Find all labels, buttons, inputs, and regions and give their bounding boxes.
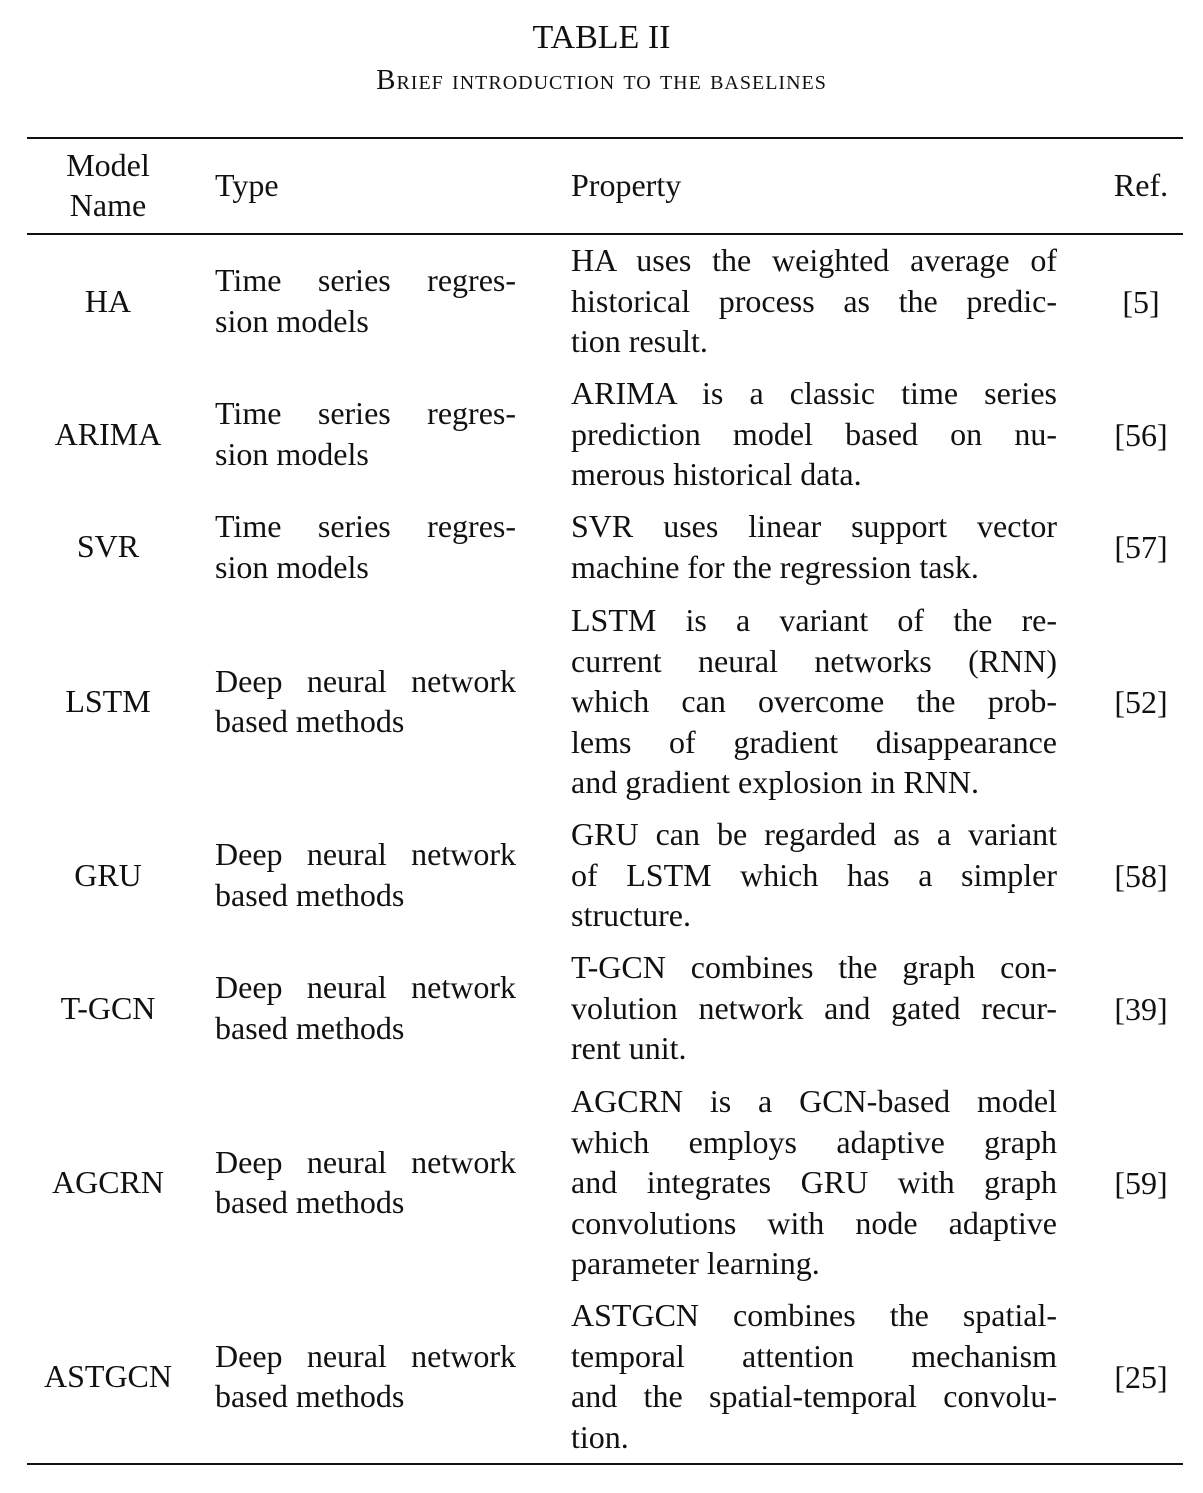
header-type: Type: [215, 167, 279, 203]
model-name-cell: ASTGCN: [43, 1357, 172, 1394]
header-model-name: Model Name: [27, 145, 189, 225]
property-cell: ASTGCN combines the spatial-temporal att…: [571, 1295, 1057, 1457]
property-line: lems of gradient disappearance: [571, 723, 1057, 760]
header-model-name-line1: Model: [66, 147, 150, 183]
ref-cell: [58]: [1114, 857, 1168, 894]
ref-cell: [52]: [1114, 684, 1168, 720]
model-name-cell: GRU: [74, 856, 142, 893]
property-line: tion result.: [571, 323, 708, 359]
bottom-rule: [27, 1463, 1183, 1465]
property-line: GRU can be regarded as a variant: [571, 816, 1057, 852]
type-line: sion models: [215, 435, 369, 472]
model-name-cell: SVR: [76, 528, 140, 565]
type-line: based methods: [215, 1378, 405, 1414]
property-cell: LSTM is a variant of the re-current neur…: [571, 600, 1057, 803]
property-line: convolutions with node adaptive: [571, 1204, 1057, 1241]
property-line: ARIMA is a classic time series: [571, 375, 1057, 411]
type-line: Time series regres-: [215, 395, 516, 432]
type-line: sion models: [215, 302, 369, 339]
property-line: which can overcome the prob-: [571, 683, 1057, 719]
type-cell: Deep neural network based methods: [215, 661, 516, 742]
property-cell: GRU can be regarded as a variant of LSTM …: [571, 814, 1057, 936]
header-model-name-line2: Name: [69, 187, 147, 223]
property-line: ASTGCN combines the spatial-: [571, 1297, 1057, 1333]
type-cell: Deep neural network based methods: [215, 1142, 516, 1223]
property-line: parameter learning.: [571, 1245, 820, 1281]
property-line: of LSTM which has a simpler: [571, 856, 1057, 893]
top-rule: [27, 137, 1183, 139]
type-cell: Deep neural network based methods: [215, 1336, 516, 1417]
type-line: based methods: [215, 1009, 405, 1046]
model-name-cell: LSTM: [65, 683, 151, 719]
property-cell: HA uses the weighted average of historica…: [571, 240, 1057, 362]
property-line: AGCRN is a GCN-based model: [571, 1083, 1057, 1119]
type-cell: Time series regres-sion models: [215, 393, 516, 474]
property-line: volution network and gated recur-: [571, 989, 1057, 1026]
ref-cell: [25]: [1114, 1358, 1168, 1395]
property-line: structure.: [571, 897, 691, 933]
property-cell: AGCRN is a GCN-based model which employs …: [571, 1081, 1057, 1284]
property-line: current neural networks (RNN): [571, 642, 1057, 679]
table-caption-title: TABLE II: [532, 19, 671, 56]
model-name-cell: AGCRN: [51, 1164, 164, 1200]
header-rule: [27, 233, 1183, 235]
ref-cell: [39]: [1114, 990, 1168, 1027]
table-caption-subtitle: Brief introduction to the baselines: [376, 64, 827, 96]
type-line: sion models: [215, 548, 369, 585]
header-ref: Ref.: [1113, 167, 1169, 203]
property-cell: T-GCN combines the graph con-volution ne…: [571, 947, 1057, 1069]
property-line: HA uses the weighted average of: [571, 242, 1057, 278]
type-line: based methods: [215, 1184, 405, 1221]
property-line: tion.: [571, 1418, 629, 1455]
property-line: historical process as the predic-: [571, 282, 1057, 319]
ref-cell: [57]: [1114, 529, 1168, 566]
property-line: and integrates GRU with graph: [571, 1164, 1057, 1200]
type-line: Time series regres-: [215, 508, 516, 544]
type-line: Deep neural network: [215, 1143, 516, 1180]
type-line: based methods: [215, 703, 405, 740]
property-cell: SVR uses linear support vector machine fo…: [571, 506, 1057, 587]
model-name-cell: T-GCN: [60, 989, 156, 1026]
type-line: Time series regres-: [215, 262, 516, 299]
property-line: and gradient explosion in RNN.: [571, 764, 979, 800]
ref-cell: [56]: [1114, 416, 1168, 453]
ref-cell: [59]: [1114, 1165, 1168, 1201]
property-line: and the spatial-temporal convolu-: [571, 1378, 1057, 1414]
type-line: Deep neural network: [215, 969, 516, 1006]
property-line: merous historical data.: [571, 456, 862, 492]
ref-cell: [5]: [1122, 283, 1160, 320]
property-line: rent unit.: [571, 1030, 687, 1066]
model-name-cell: HA: [84, 282, 132, 319]
type-line: Deep neural network: [215, 662, 516, 699]
property-line: which employs adaptive graph: [571, 1123, 1057, 1160]
type-cell: Deep neural network based methods: [215, 967, 516, 1048]
header-property: Property: [571, 167, 682, 203]
type-line: Deep neural network: [215, 836, 516, 873]
property-cell: ARIMA is a classic time series prediction…: [571, 373, 1057, 495]
type-cell: Time series regres-sion models: [215, 260, 516, 341]
property-line: LSTM is a variant of the re-: [571, 602, 1057, 638]
type-line: Deep neural network: [215, 1337, 516, 1374]
property-line: T-GCN combines the graph con-: [571, 949, 1057, 985]
property-line: prediction model based on nu-: [571, 415, 1057, 452]
model-name-cell: ARIMA: [54, 415, 162, 452]
property-line: temporal attention mechanism: [571, 1337, 1057, 1374]
type-line: based methods: [215, 876, 405, 913]
property-line: SVR uses linear support vector: [571, 508, 1057, 544]
type-cell: Deep neural network based methods: [215, 834, 516, 915]
property-line: machine for the regression task.: [571, 548, 979, 585]
type-cell: Time series regres-sion models: [215, 506, 516, 587]
